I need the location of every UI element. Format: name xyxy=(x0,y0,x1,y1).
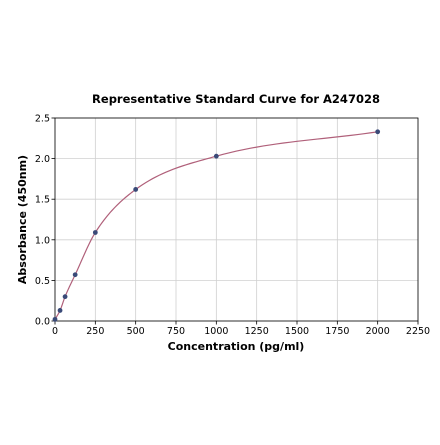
x-tick-label: 1000 xyxy=(204,326,228,337)
y-tick-label: 2.0 xyxy=(35,154,50,165)
data-point xyxy=(52,316,58,322)
data-point xyxy=(133,187,139,192)
y-tick-label: 0.5 xyxy=(35,276,50,287)
x-tick-label: 1750 xyxy=(325,326,349,337)
data-point xyxy=(62,294,68,300)
x-tick-label: 500 xyxy=(127,326,145,337)
x-tick-label: 250 xyxy=(86,326,104,337)
y-tick-label: 1.0 xyxy=(35,235,50,246)
grid xyxy=(54,117,419,322)
data-point xyxy=(213,153,219,159)
chart-title: Representative Standard Curve for A24702… xyxy=(92,92,380,106)
x-tick-label: 2250 xyxy=(406,326,430,337)
data-point xyxy=(92,230,98,235)
data-point xyxy=(72,272,78,278)
x-tick-label: 750 xyxy=(167,326,185,337)
axis-ticks: 0 250 500 750 1000 1250 1500 1750 2000 2250 0.0 0.5… xyxy=(35,114,430,338)
x-tick-label: 0 xyxy=(52,326,58,337)
x-tick-label: 1500 xyxy=(285,326,309,337)
data-points xyxy=(52,129,381,322)
y-tick-label: 2.5 xyxy=(35,114,50,125)
data-point xyxy=(375,129,381,135)
y-axis-label: Absorbance (450nm) xyxy=(16,155,29,284)
x-tick-label: 2000 xyxy=(366,326,390,337)
data-point xyxy=(57,308,63,313)
y-tick-label: 1.5 xyxy=(35,195,50,206)
x-axis-label: Concentration (pg/ml) xyxy=(168,340,305,353)
plot-frame xyxy=(54,117,419,322)
x-tick-label: 1250 xyxy=(245,326,269,337)
y-tick-label: 0.0 xyxy=(35,317,50,328)
